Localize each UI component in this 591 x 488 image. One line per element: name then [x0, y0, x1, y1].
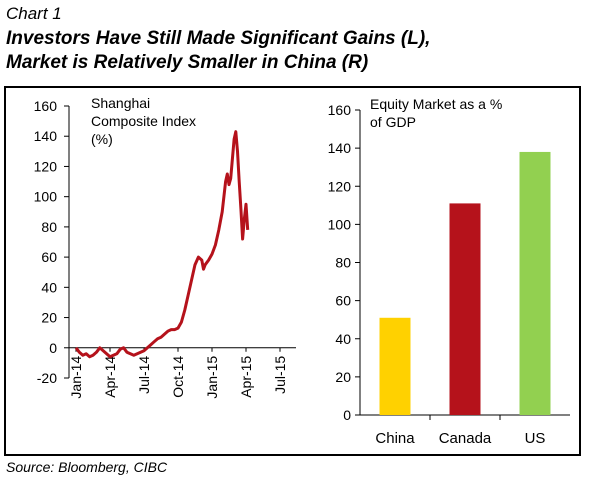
right-chart-title-line-1: Equity Market as a % [370, 96, 502, 112]
right-y-tick-label: 140 [328, 140, 352, 156]
right-x-tick-label: US [525, 430, 546, 447]
right-y-tick-label: 20 [335, 369, 351, 385]
left-x-tick-label: Jan-15 [204, 356, 220, 399]
equity-gdp-bar-chart: Equity Market as a % of GDP 0 20 40 60 80 100… [328, 96, 570, 447]
left-chart-title-line-2: Composite Index [91, 113, 196, 129]
left-x-tick-label: Jan-14 [68, 356, 84, 399]
right-y-tick-label: 60 [335, 293, 351, 309]
left-x-tick-label: Apr-14 [102, 356, 118, 398]
left-x-tick-label: Jul-14 [136, 356, 152, 394]
chart-number: Chart 1 [6, 4, 62, 23]
bar-us [519, 151, 551, 415]
right-y-tick-label: 0 [343, 407, 351, 423]
left-y-tick-label: 60 [41, 249, 57, 265]
shanghai-line-chart: Shanghai Composite Index (%) -20 0 20 40 60 8… [34, 95, 296, 399]
right-y-tick-label: 40 [335, 331, 351, 347]
left-y-tick-label: 20 [41, 310, 57, 326]
left-x-tick-label: Apr-15 [238, 356, 254, 398]
title-line-1: Investors Have Still Made Significant Ga… [6, 28, 431, 49]
right-chart-title-line-2: of GDP [370, 114, 416, 130]
left-chart-title-line-3: (%) [91, 131, 113, 147]
left-y-tick-label: 140 [34, 128, 58, 144]
left-chart-title-line-1: Shanghai [91, 95, 150, 111]
chart-title: Investors Have Still Made Significant Ga… [6, 27, 430, 75]
right-y-tick-label: 160 [328, 102, 352, 118]
title-line-2: Market is Relatively Smaller in China (R… [6, 52, 369, 73]
right-x-tick-label: China [375, 430, 415, 447]
right-x-tick-label: Canada [439, 430, 492, 447]
left-x-tick-label: Oct-14 [170, 356, 186, 398]
right-y-tick-label: 80 [335, 255, 351, 271]
left-y-tick-label: 120 [34, 158, 58, 174]
left-y-tick-label: 0 [49, 340, 57, 356]
left-y-tick-label: 80 [41, 219, 57, 235]
left-x-tick-label: Jul-15 [272, 356, 288, 394]
right-y-tick-label: 100 [328, 216, 352, 232]
source-note: Source: Bloomberg, CIBC [6, 459, 168, 475]
bar-canada [449, 203, 481, 415]
left-y-tick-label: 40 [41, 279, 57, 295]
left-y-tick-label: 100 [34, 189, 58, 205]
shanghai-index-line [74, 130, 250, 359]
left-y-tick-label: 160 [34, 98, 58, 114]
bar-china [379, 317, 411, 415]
chart-frame [4, 86, 581, 456]
left-y-tick-label: -20 [37, 370, 57, 386]
right-y-tick-label: 120 [328, 178, 352, 194]
